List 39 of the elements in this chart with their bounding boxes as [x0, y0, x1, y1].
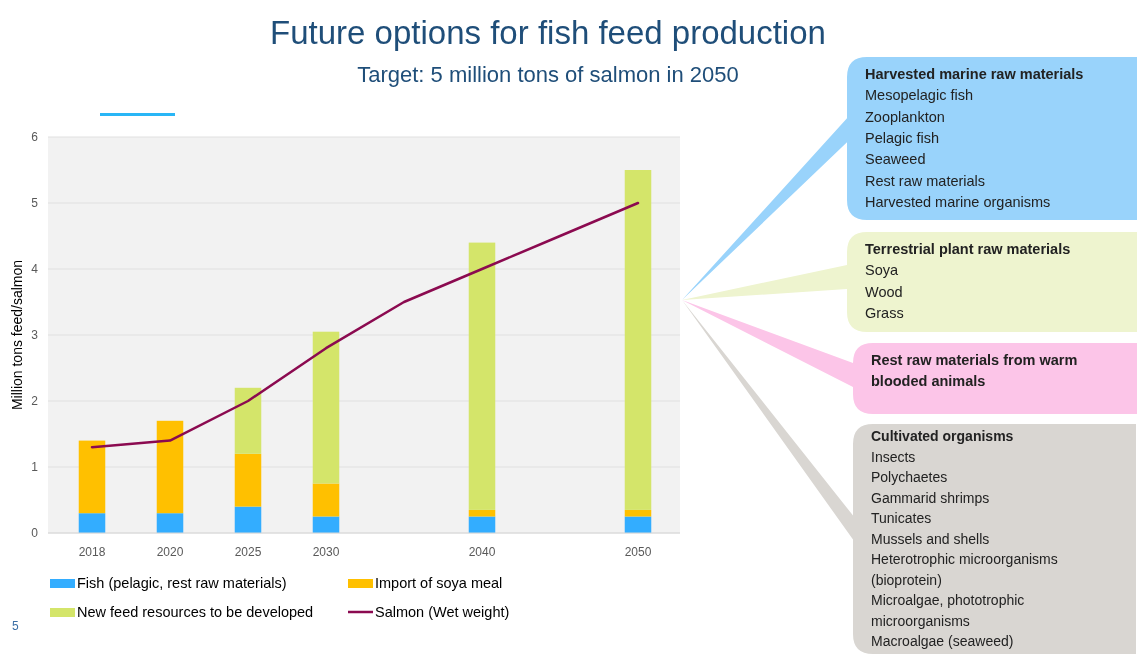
line-series: [90, 201, 640, 449]
y-tick-label: 5: [31, 196, 39, 210]
bar: [234, 506, 262, 533]
bar: [234, 387, 262, 454]
text: 5: [12, 619, 19, 633]
bar: [312, 483, 340, 517]
x-tick-label: 2050: [624, 545, 652, 559]
bar: [468, 509, 496, 517]
y-tick-label: 2: [31, 394, 39, 408]
y-tick-label: 6: [31, 130, 39, 144]
bar: [78, 440, 106, 514]
y-tick-label: 3: [31, 328, 39, 342]
bar: [156, 420, 184, 514]
bar: [78, 513, 106, 533]
text: Harvested marine raw materials Mesopelagic fish Zooplankton Pelagic fish Seaweed Rest raw materials Harvested marine organisms: [865, 66, 1084, 210]
text: Terrestrial plant raw materials Soya Wood Grass: [865, 241, 1071, 321]
bar: [234, 453, 262, 507]
y-axis-title: Million tons feed/salmon: [9, 259, 25, 411]
y-tick-label: 1: [31, 460, 39, 474]
bar: [312, 331, 340, 484]
text: Cultivated organisms Insects Polychaetes Gammarid shrimps Tunicates Mussels and shells Heterotrophic microorganisms (bioprotein) Microalgae, phototrophic microorganisms Macroalgae (seaweed): [871, 428, 1058, 649]
x-tick-label: 2020: [156, 545, 184, 559]
x-tick-label: 2040: [468, 545, 496, 559]
bar: [624, 509, 652, 517]
x-tick-label: 2025: [234, 545, 262, 559]
legend-label: Salmon (Wet weight): [375, 604, 510, 620]
legend-label: Import of soya meal: [375, 575, 503, 591]
legend-label: Fish (pelagic, rest raw materials): [77, 575, 287, 591]
x-tick-label: 2018: [78, 545, 106, 559]
bar: [156, 513, 184, 533]
bar: [624, 170, 652, 510]
legend-label: New feed resources to be developed: [77, 604, 314, 620]
chart-title: Future options for fish feed production: [270, 14, 826, 51]
x-tick-label: 2030: [312, 545, 340, 559]
text: Rest raw materials from warm blooded animals: [871, 352, 1078, 390]
bar: [468, 242, 496, 510]
y-tick-label: 0: [31, 526, 39, 540]
chart-subtitle: Target: 5 million tons of salmon in 2050: [357, 62, 739, 87]
y-tick-label: 4: [31, 262, 39, 276]
